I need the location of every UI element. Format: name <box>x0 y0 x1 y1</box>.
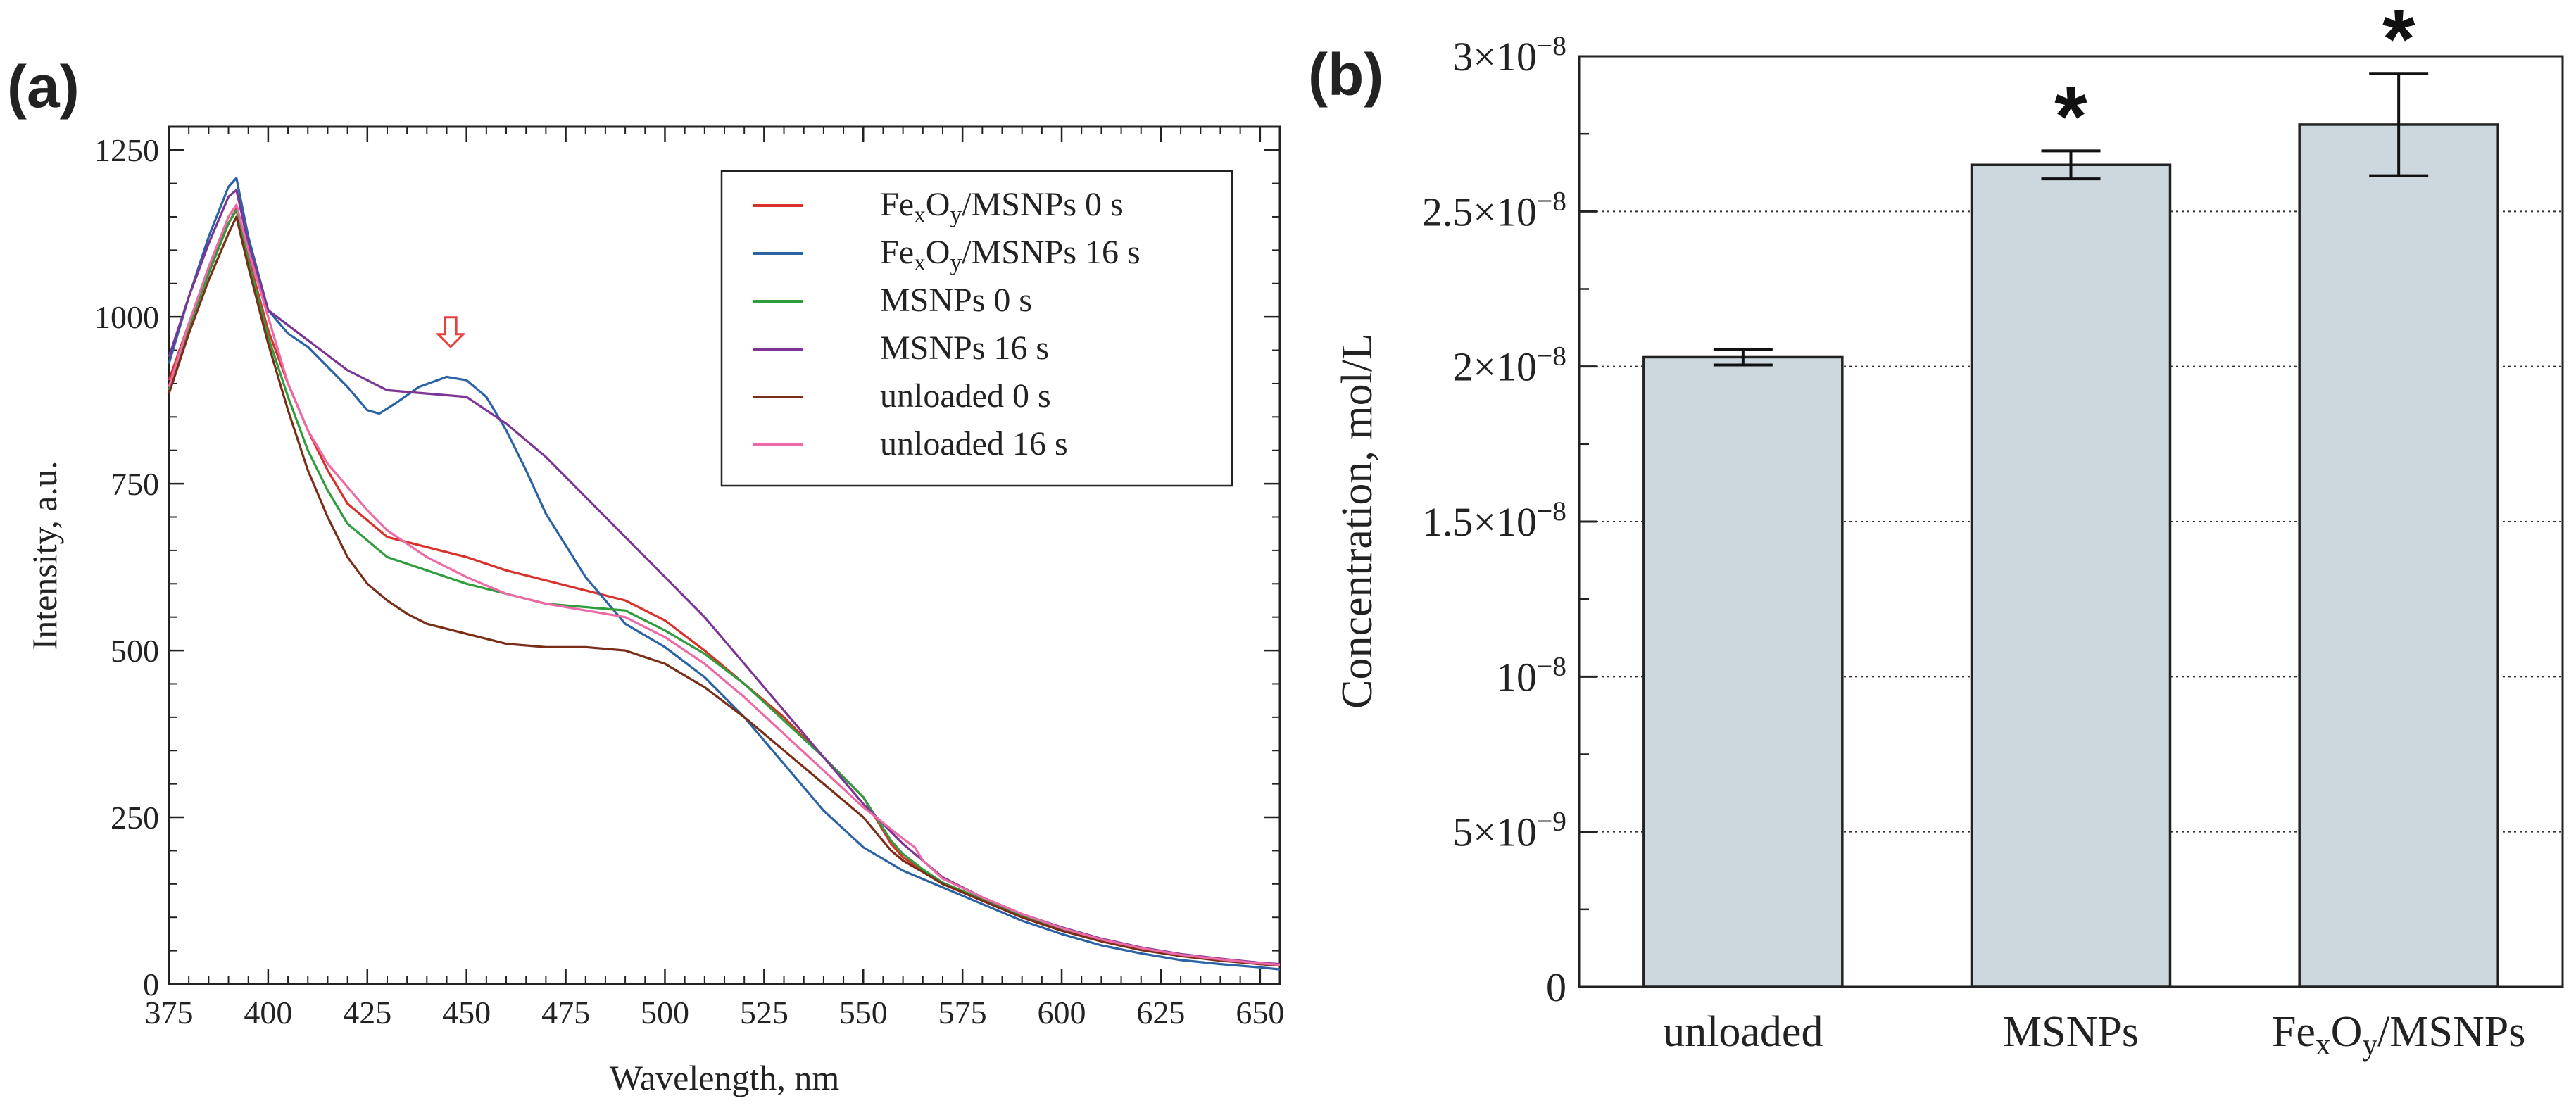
y-tick-label-b: 5×10−9 <box>1452 806 1566 855</box>
legend-box <box>720 170 1233 487</box>
category-labels: unloaded MSNPs FexOy/MSNPs <box>1663 1008 2525 1062</box>
series-line-1 <box>168 177 1281 971</box>
concentration-chart: ** 05×10−910−81.5×10−82×10−82.5×10−83×10… <box>1333 0 2564 1062</box>
series-line-5 <box>168 203 1281 966</box>
bars: ** <box>1642 0 2499 988</box>
x-tick-label: 500 <box>641 995 689 1031</box>
tick-exponent: −8 <box>1537 650 1566 681</box>
tick-exponent: −8 <box>1537 30 1566 61</box>
legend-text: MSNPs 0 s <box>880 282 1032 319</box>
y-tick-label: 0 <box>143 966 159 1002</box>
axis-ticks-b: 05×10−910−81.5×10−82×10−82.5×10−83×10−8 <box>1422 30 1597 1010</box>
red-down-arrow-icon <box>435 316 466 348</box>
cat-text: O <box>2331 1008 2363 1056</box>
legend-text: unloaded 0 s <box>880 377 1051 415</box>
series-line-2 <box>168 208 1281 967</box>
annotation-arrow <box>435 316 466 348</box>
x-tick-label: 650 <box>1236 995 1284 1031</box>
cat-text: unloaded <box>1663 1008 1823 1056</box>
tick-main: 1.5×10 <box>1422 499 1537 545</box>
legend-label-1: FexOy/MSNPs 16 s <box>880 234 1141 276</box>
spectrum-chart: 375 400 425 450 475 500 525 550 575 600 625 650 0 250… <box>25 125 1284 1097</box>
y-tick-label: 750 <box>111 466 159 502</box>
legend-text: O <box>926 186 950 223</box>
legend-text: /MSNPs 0 s <box>962 186 1123 223</box>
tick-main: 3×10 <box>1452 34 1537 80</box>
legend-text: Fe <box>880 234 914 271</box>
tick-main: 10 <box>1496 654 1537 700</box>
axis-ticks-a: 375 400 425 450 475 500 525 550 575 600 625 650 0 250… <box>94 127 1284 1031</box>
tick-exponent: −8 <box>1537 496 1566 527</box>
series-line-4 <box>168 215 1281 967</box>
y-tick-label: 1000 <box>94 299 159 335</box>
legend-sub: y <box>950 250 962 276</box>
x-tick-label: 475 <box>541 995 590 1031</box>
tick-main: 5×10 <box>1452 810 1537 855</box>
significance-star-1: * <box>2054 69 2087 163</box>
x-axis-label-a: Wavelength, nm <box>610 1058 840 1097</box>
y-tick-label: 1250 <box>94 132 159 168</box>
x-tick-label: 525 <box>740 995 788 1031</box>
legend-text: O <box>926 234 950 271</box>
legend-text: unloaded 16 s <box>880 425 1068 462</box>
x-tick-label: 600 <box>1038 995 1086 1031</box>
y-axis-label-b: Concentration, mol/L <box>1333 333 1381 709</box>
x-tick-label: 425 <box>343 995 391 1031</box>
y-tick-label: 500 <box>111 633 159 669</box>
y-tick-label: 250 <box>111 800 159 836</box>
legend-label-2: MSNPs 0 s <box>880 282 1032 319</box>
legend-label-5: unloaded 16 s <box>880 425 1068 462</box>
tick-main: 0 <box>1546 964 1566 1010</box>
y-tick-label-b: 2.5×10−8 <box>1422 185 1566 234</box>
panel-a-label: (a) <box>7 53 80 120</box>
x-tick-label: 550 <box>839 995 888 1031</box>
tick-exponent: −9 <box>1537 806 1566 837</box>
y-axis-label-a: Intensity, a.u. <box>25 461 64 650</box>
tick-main: 2×10 <box>1452 344 1537 390</box>
x-tick-label: 375 <box>145 995 194 1031</box>
legend-sub: x <box>914 202 926 228</box>
cat-text: /MSNPs <box>2377 1008 2525 1056</box>
category-label-1: MSNPs <box>2003 1008 2139 1056</box>
legend-sub: y <box>950 202 962 228</box>
panel-b-label: (b) <box>1308 42 1383 108</box>
x-tick-label: 400 <box>244 995 292 1031</box>
significance-star-2: * <box>2382 0 2415 86</box>
legend-label-4: unloaded 0 s <box>880 377 1051 415</box>
x-tick-label: 450 <box>442 995 491 1031</box>
legend-text: MSNPs 16 s <box>880 329 1049 367</box>
tick-exponent: −8 <box>1537 341 1566 372</box>
spectra-lines <box>168 177 1281 971</box>
cat-text: Fe <box>2272 1008 2316 1056</box>
x-tick-label: 575 <box>938 995 987 1031</box>
y-tick-label-b: 0 <box>1546 964 1566 1010</box>
bar-0 <box>1642 355 1844 988</box>
legend-sub: x <box>914 250 926 276</box>
y-tick-label-b: 2×10−8 <box>1452 341 1566 390</box>
y-tick-label-b: 10−8 <box>1496 650 1566 700</box>
legend-label-3: MSNPs 16 s <box>880 329 1049 367</box>
bar-1 <box>1970 163 2172 988</box>
cat-text: MSNPs <box>2003 1008 2139 1056</box>
category-label-2: FexOy/MSNPs <box>2272 1008 2525 1062</box>
legend-label-0: FexOy/MSNPs 0 s <box>880 186 1124 228</box>
legend-text: Fe <box>880 186 914 223</box>
bar-2 <box>2298 123 2499 988</box>
cat-sub: x <box>2316 1028 2331 1062</box>
x-tick-label: 625 <box>1136 995 1185 1031</box>
category-label-0: unloaded <box>1663 1008 1823 1056</box>
tick-main: 2.5×10 <box>1422 189 1537 234</box>
legend-text: /MSNPs 16 s <box>962 234 1140 271</box>
y-tick-label-b: 1.5×10−8 <box>1422 496 1566 545</box>
y-tick-label-b: 3×10−8 <box>1452 30 1566 80</box>
cat-sub: y <box>2362 1028 2377 1062</box>
tick-exponent: −8 <box>1537 185 1566 216</box>
